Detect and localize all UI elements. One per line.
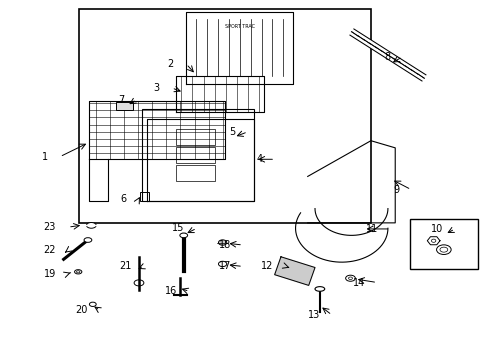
Text: 20: 20 (76, 305, 88, 315)
Text: 2: 2 (167, 59, 174, 69)
Text: 3: 3 (153, 83, 159, 93)
Text: 21: 21 (119, 261, 131, 271)
Text: 8: 8 (384, 52, 389, 62)
Text: 11: 11 (365, 224, 377, 234)
Ellipse shape (345, 275, 355, 281)
Ellipse shape (86, 222, 96, 228)
Text: 14: 14 (352, 278, 365, 288)
Text: 18: 18 (218, 240, 230, 250)
Ellipse shape (74, 270, 81, 274)
Text: 6: 6 (121, 194, 126, 203)
Text: 19: 19 (43, 269, 56, 279)
Bar (409, 219, 477, 269)
Ellipse shape (84, 238, 92, 242)
Text: 1: 1 (41, 152, 47, 162)
Ellipse shape (218, 240, 226, 245)
Text: 10: 10 (430, 224, 442, 234)
Text: 17: 17 (218, 261, 230, 271)
Text: 23: 23 (43, 222, 56, 232)
Text: 16: 16 (165, 287, 177, 296)
Text: 5: 5 (229, 127, 235, 137)
Text: 7: 7 (118, 95, 124, 105)
Polygon shape (274, 257, 314, 285)
Ellipse shape (180, 233, 187, 238)
Bar (79, 9, 370, 223)
Ellipse shape (218, 261, 226, 267)
Text: 4: 4 (256, 154, 263, 164)
Bar (142, 109, 254, 202)
Bar (116, 102, 132, 111)
Bar (140, 192, 148, 202)
Text: 13: 13 (307, 310, 319, 320)
Text: 22: 22 (43, 246, 56, 255)
Text: 9: 9 (392, 185, 398, 195)
Ellipse shape (314, 287, 324, 291)
Text: SPORT TRAC: SPORT TRAC (224, 24, 254, 29)
Text: 15: 15 (172, 223, 184, 233)
Text: 12: 12 (261, 261, 273, 271)
